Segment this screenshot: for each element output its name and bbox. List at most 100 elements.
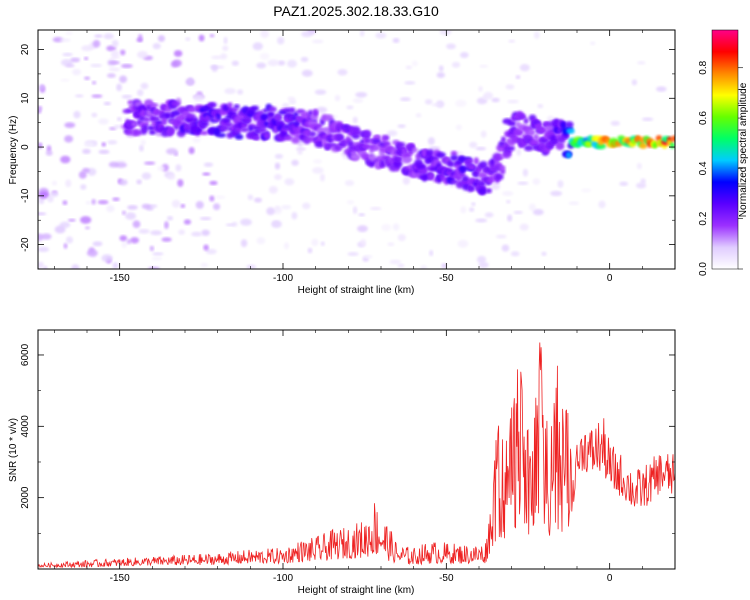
spectrogram-noise-cell xyxy=(352,98,364,103)
spectrogram-ridge-cell xyxy=(307,109,314,117)
spectrogram-noise-cell xyxy=(282,103,290,110)
spectrogram-noise-cell xyxy=(73,110,81,119)
spectrogram-noise-cell xyxy=(297,148,303,155)
spectrogram-noise-cell xyxy=(541,251,547,256)
spectrogram-noise-cell xyxy=(590,41,596,46)
spectrogram-noise-cell xyxy=(46,145,52,153)
spectrogram-noise-cell xyxy=(103,101,111,106)
spectrogram-noise-cell xyxy=(209,195,215,202)
spectrogram-noise-cell xyxy=(302,202,311,210)
spectrogram-ridge-cell xyxy=(239,127,250,133)
spectrogram-noise-cell xyxy=(152,252,164,256)
spectrogram-ridge-cell xyxy=(267,112,275,118)
spectrogram-noise-cell xyxy=(460,206,467,214)
spectrogram-noise-cell xyxy=(507,99,519,104)
spectrogram-noise-cell xyxy=(402,176,410,185)
spectrogram-y-tick-label: 0 xyxy=(20,144,31,150)
spectrogram-ridge-cell xyxy=(468,165,477,170)
spectrogram-noise-cell xyxy=(256,62,267,69)
spectrogram-noise-cell xyxy=(451,61,461,68)
spectrogram-y-axis: -20 -10 0 10 20 xyxy=(20,44,675,270)
spectrogram-noise-cell xyxy=(38,142,43,149)
spectrogram-noise-cell xyxy=(484,212,494,218)
spectrogram-noise-cell xyxy=(67,218,76,222)
spectrogram-noise-cell xyxy=(424,99,433,105)
spectrogram-noise-cell xyxy=(505,84,515,90)
spectrogram-ridge-cell xyxy=(393,155,404,163)
spectrogram-ridge-cell xyxy=(485,188,492,194)
spectrogram-ridge-cell xyxy=(263,132,270,140)
spectrogram-noise-cell xyxy=(519,223,529,231)
snr-panel: -150 -100 -50 0 2000 4000 6000 Height of stra… xyxy=(8,329,676,596)
spectrogram-noise-cell xyxy=(111,39,119,48)
spectrogram-noise-cell xyxy=(211,55,223,60)
spectrogram-x-label: Height of straight line (km) xyxy=(298,285,415,296)
spectrogram-noise-cell xyxy=(399,97,411,102)
spectrogram-noise-cell xyxy=(459,51,469,59)
spectrogram-noise-cell xyxy=(397,124,406,128)
spectrogram-noise-cell xyxy=(314,89,327,95)
spectrogram-y-tick-label: -20 xyxy=(20,237,31,252)
spectrogram-noise-cell xyxy=(51,180,57,186)
spectrogram-noise-cell xyxy=(167,173,176,180)
colorbar-label: Normalized spectral amplitude xyxy=(738,82,749,217)
spectrogram-noise-cell xyxy=(143,161,156,165)
spectrogram-noise-cell xyxy=(63,243,68,249)
spectrogram-noise-cell xyxy=(65,63,75,68)
spectrogram-noise-cell xyxy=(240,239,248,248)
spectrogram-noise-cell xyxy=(247,194,254,201)
spectrogram-ridge-cell xyxy=(533,133,540,141)
spectrogram-ridge-cell xyxy=(469,185,475,192)
spectrogram-ridge-cell xyxy=(224,122,234,128)
spectrogram-noise-cell xyxy=(640,178,646,185)
spectrogram-noise-cell xyxy=(203,244,209,251)
spectrogram-noise-cell xyxy=(116,83,122,92)
spectrogram-ridge-cell xyxy=(168,126,174,135)
spectrogram-ridge-cell xyxy=(639,142,648,149)
spectrogram-noise-cell xyxy=(312,167,324,174)
spectrogram-noise-cell xyxy=(276,36,285,45)
spectrogram-noise-cell xyxy=(513,210,523,215)
spectrogram-ridge-cell xyxy=(401,147,407,154)
spectrogram-ridge-cell xyxy=(150,102,159,108)
spectrogram-ridge-cell xyxy=(247,125,254,132)
spectrogram-noise-cell xyxy=(301,69,313,77)
spectrogram-noise-cell xyxy=(47,195,54,203)
spectrogram-noise-cell xyxy=(471,202,476,206)
spectrogram-noise-cell xyxy=(610,120,620,126)
spectrogram-noise-cell xyxy=(438,65,444,72)
spectrogram-ridge-cell xyxy=(350,154,361,160)
spectrogram-ridge-cell xyxy=(148,129,156,135)
spectrogram-noise-cell xyxy=(533,31,540,39)
spectrogram-noise-cell xyxy=(532,178,541,185)
spectrogram-noise-cell xyxy=(92,39,101,48)
spectrogram-noise-cell xyxy=(479,64,489,68)
spectrogram-noise-cell xyxy=(274,153,284,159)
spectrogram-noise-cell xyxy=(240,218,252,226)
spectrogram-noise-cell xyxy=(103,33,114,40)
spectrogram-noise-cell xyxy=(152,43,161,50)
spectrogram-noise-cell xyxy=(231,60,239,66)
spectrogram-noise-cell xyxy=(637,61,646,65)
snr-series-line xyxy=(38,342,675,569)
spectrogram-ridge-cell xyxy=(361,144,372,150)
spectrogram-ridge-cell xyxy=(273,113,282,122)
spectrogram-ridge-cell xyxy=(416,163,426,169)
spectrogram-noise-cell xyxy=(284,178,295,186)
spectrogram-noise-cell xyxy=(141,203,151,210)
snr-x-axis: -150 -100 -50 0 xyxy=(54,330,676,584)
spectrogram-noise-cell xyxy=(106,205,115,213)
spectrogram-noise-cell xyxy=(43,265,48,269)
spectrogram-noise-cell xyxy=(170,61,179,68)
spectrogram-noise-cell xyxy=(580,188,592,193)
spectrogram-noise-cell xyxy=(112,262,119,269)
spectrogram-noise-cell xyxy=(151,256,163,261)
spectrogram-noise-cell xyxy=(291,211,298,220)
colorbar-tick-label: 0.8 xyxy=(698,60,709,74)
spectrogram-noise-cell xyxy=(108,60,120,65)
spectrogram-ridge-cell xyxy=(461,175,469,183)
spectrogram-noise-cell xyxy=(120,49,126,56)
spectrogram-noise-cell xyxy=(85,200,92,205)
